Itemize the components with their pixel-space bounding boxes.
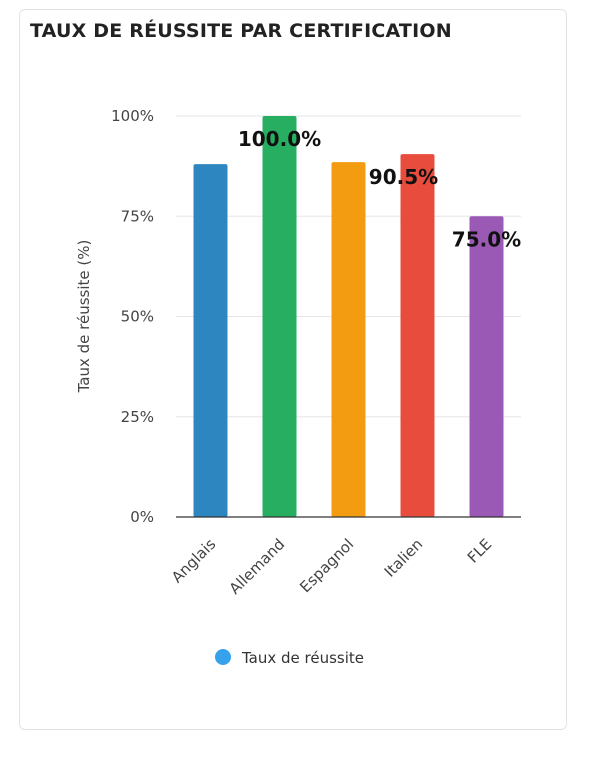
legend-marker <box>215 649 231 665</box>
y-tick-label: 50% <box>121 308 154 326</box>
bar-espagnol[interactable] <box>331 162 366 518</box>
data-labels: 100.0% 90.5% 75.0% <box>238 127 521 251</box>
x-tick-label: FLE <box>464 535 495 566</box>
y-tick-label: 100% <box>111 107 154 125</box>
x-tick-label: Anglais <box>168 535 219 586</box>
data-label: 90.5% <box>369 165 438 189</box>
data-label: 75.0% <box>452 227 521 251</box>
x-tick-label: Allemand <box>226 535 289 598</box>
x-tick-label: Espagnol <box>296 535 357 596</box>
x-axis-ticks: Anglais Allemand Espagnol Italien FLE <box>168 535 495 598</box>
legend[interactable]: Taux de réussite <box>215 649 364 667</box>
bars <box>193 116 504 518</box>
bar-allemand[interactable] <box>262 116 297 517</box>
bar-anglais[interactable] <box>193 164 228 517</box>
y-tick-label: 25% <box>121 408 154 426</box>
bar-fle[interactable] <box>469 216 504 517</box>
y-axis-label: Taux de réussite (%) <box>75 240 93 394</box>
y-axis-ticks: 0% 25% 50% 75% 100% <box>111 107 154 526</box>
y-tick-label: 75% <box>121 207 154 225</box>
y-tick-label: 0% <box>130 508 154 526</box>
chart-title: TAUX DE RÉUSSITE PAR CERTIFICATION <box>30 20 452 42</box>
bar-italien[interactable] <box>400 154 435 517</box>
data-label: 100.0% <box>238 127 321 151</box>
x-tick-label: Italien <box>381 535 427 581</box>
legend-label: Taux de réussite <box>241 649 364 667</box>
